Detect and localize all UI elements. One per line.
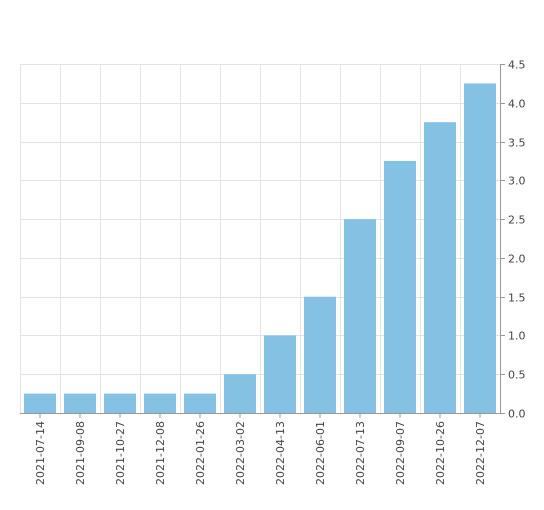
x-tick-label: 2022-10-26 (434, 421, 447, 485)
x-tick-label: 2022-01-26 (194, 421, 207, 485)
y-tick-label: 0.0 (508, 408, 526, 421)
y-tick-label: 4.0 (508, 98, 526, 111)
bar-2021-07-14 (24, 393, 56, 413)
y-tick-label: 0.5 (508, 369, 526, 382)
bar-2022-09-07 (384, 160, 416, 413)
bar-2022-03-02 (224, 374, 256, 413)
x-tick-label: 2021-07-14 (34, 421, 47, 485)
x-tick-label: 2022-12-07 (474, 421, 487, 485)
bar-2021-12-08 (144, 393, 176, 413)
x-tick-label: 2022-06-01 (314, 421, 327, 485)
x-tick-label: 2021-09-08 (74, 421, 87, 485)
x-tick-label: 2022-07-13 (354, 421, 367, 485)
bar-2022-01-26 (184, 393, 216, 413)
y-tick-label: 3.5 (508, 137, 526, 150)
bar-2022-10-26 (424, 122, 456, 413)
axes (20, 64, 505, 418)
y-tick-label: 2.5 (508, 214, 526, 227)
bar-2022-06-01 (304, 296, 336, 413)
bar-2021-10-27 (104, 393, 136, 413)
bar-2022-12-07 (464, 83, 496, 414)
y-tick-label: 2.0 (508, 253, 526, 266)
y-tick-label: 1.0 (508, 330, 526, 343)
bar-2021-09-08 (64, 393, 96, 413)
bar-2022-07-13 (344, 219, 376, 413)
x-tick-label: 2022-09-07 (394, 421, 407, 485)
x-tick-label: 2021-10-27 (114, 421, 127, 485)
y-tick-label: 1.5 (508, 292, 526, 305)
x-tick-label: 2021-12-08 (154, 421, 167, 485)
x-tick-label: 2022-03-02 (234, 421, 247, 485)
y-tick-label: 3.0 (508, 175, 526, 188)
y-tick-label: 4.5 (508, 59, 526, 72)
x-tick-labels: 2021-07-14 2021-09-08 2021-10-27 2021-12-08… (34, 421, 487, 485)
x-tick-label: 2022-04-13 (274, 421, 287, 485)
bars (24, 83, 496, 414)
bar-2022-04-13 (264, 335, 296, 413)
y-tick-labels: 0.0 0.5 1.0 1.5 2.0 2.5 3.0 3.5 4.0 4.5 (508, 59, 526, 421)
